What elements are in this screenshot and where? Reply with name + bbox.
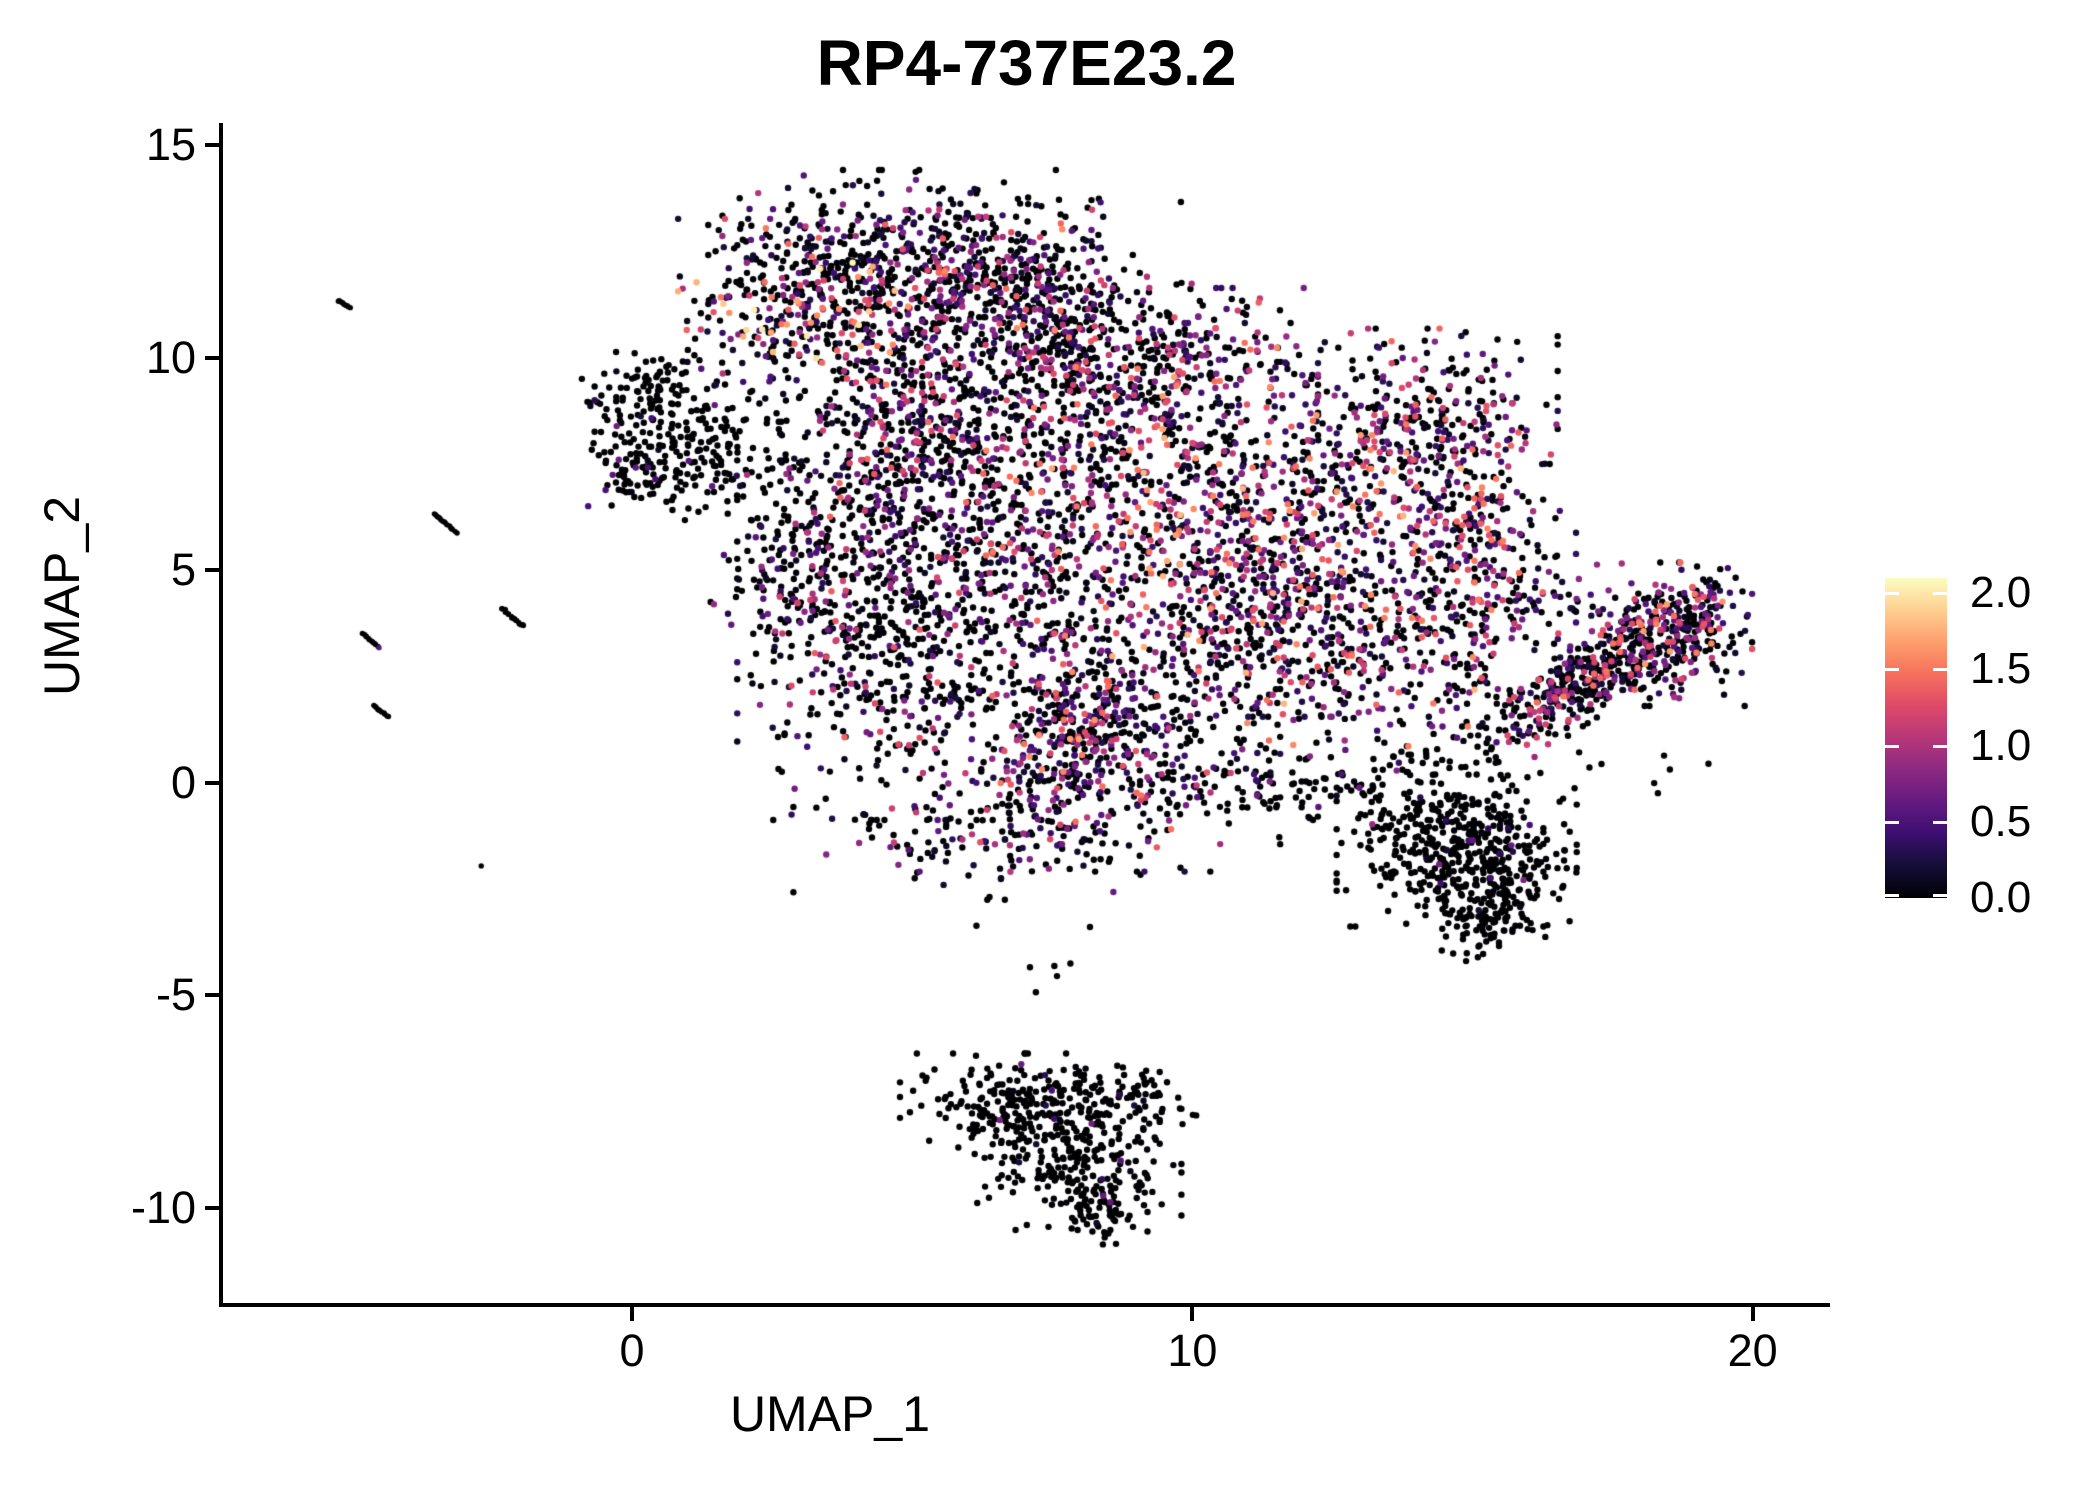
x-tick-label: 20 [1727, 1325, 1778, 1376]
y-tick-label: 15 [145, 118, 196, 170]
y-axis-title: UMAP_2 [34, 495, 90, 697]
x-tick [1750, 1307, 1755, 1321]
x-axis-line [219, 1303, 1830, 1307]
y-tick [205, 142, 219, 147]
x-tick-label: 0 [619, 1325, 645, 1376]
y-tick-label: -5 [155, 969, 196, 1021]
x-tick [1190, 1307, 1195, 1321]
colorbar-tick [1885, 744, 1899, 748]
colorbar-gradient [1885, 578, 1947, 898]
y-tick-label: 10 [145, 331, 196, 383]
y-tick [205, 780, 219, 785]
colorbar-tick [1933, 668, 1947, 672]
y-tick-label: -10 [130, 1181, 196, 1233]
colorbar-tick [1885, 894, 1899, 897]
colorbar-label: 0.5 [1970, 796, 2032, 846]
colorbar-tick [1885, 592, 1899, 596]
x-axis-title: UMAP_1 [729, 1386, 931, 1442]
colorbar-tick [1933, 894, 1947, 897]
y-tick-label: 5 [170, 544, 196, 596]
y-axis-line [219, 123, 223, 1307]
colorbar-label: 0.0 [1970, 873, 2032, 922]
colorbar-tick [1885, 820, 1899, 824]
colorbar-label: 1.0 [1970, 720, 2032, 770]
colorbar-tick [1885, 668, 1899, 672]
plot-title: RP4-737E23.2 [816, 27, 1237, 99]
colorbar-label: 1.5 [1970, 644, 2032, 694]
x-tick [630, 1307, 635, 1321]
x-tick-label: 10 [1167, 1325, 1218, 1376]
y-tick [205, 993, 219, 998]
y-tick [205, 1205, 219, 1210]
colorbar-tick [1933, 744, 1947, 748]
colorbar-tick [1933, 592, 1947, 596]
colorbar-tick [1933, 820, 1947, 824]
y-tick-label: 0 [170, 756, 196, 808]
colorbar-label: 2.0 [1970, 568, 2032, 618]
y-tick [205, 568, 219, 573]
y-tick [205, 355, 219, 360]
